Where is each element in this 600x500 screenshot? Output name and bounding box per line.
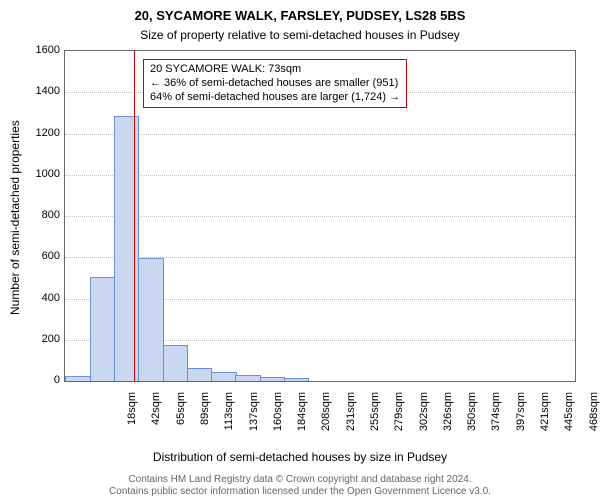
y-tick-label: 1600 xyxy=(20,44,60,56)
x-tick-label: 113sqm xyxy=(223,392,235,452)
footnotes: Contains HM Land Registry data © Crown c… xyxy=(0,474,600,498)
annotation-box: 20 SYCAMORE WALK: 73sqm← 36% of semi-det… xyxy=(143,59,407,108)
footnote-2: Contains public sector information licen… xyxy=(0,486,600,498)
annotation-line-1: 20 SYCAMORE WALK: 73sqm xyxy=(150,63,400,77)
x-tick-label: 42sqm xyxy=(150,392,162,452)
x-tick-label: 326sqm xyxy=(442,392,454,452)
footnote-1: Contains HM Land Registry data © Crown c… xyxy=(0,474,600,486)
histogram-bar xyxy=(284,378,309,381)
histogram-bar xyxy=(187,368,212,381)
x-tick-label: 184sqm xyxy=(296,392,308,452)
histogram-bar xyxy=(211,372,236,381)
x-tick-label: 302sqm xyxy=(418,392,430,452)
y-tick-label: 400 xyxy=(20,292,60,304)
x-tick-label: 279sqm xyxy=(393,392,405,452)
gridline xyxy=(65,175,575,176)
chart-subtitle: Size of property relative to semi-detach… xyxy=(0,28,600,42)
histogram-bar xyxy=(163,345,188,381)
histogram-bar xyxy=(90,277,115,381)
chart-title: 20, SYCAMORE WALK, FARSLEY, PUDSEY, LS28… xyxy=(0,8,600,23)
annotation-line-3: 64% of semi-detached houses are larger (… xyxy=(150,91,400,105)
y-tick-label: 0 xyxy=(20,374,60,386)
annotation-line-2: ← 36% of semi-detached houses are smalle… xyxy=(150,77,400,91)
x-tick-label: 89sqm xyxy=(199,392,211,452)
histogram-bar xyxy=(65,376,90,381)
x-tick-label: 374sqm xyxy=(490,392,502,452)
y-tick-label: 1000 xyxy=(20,168,60,180)
x-axis-label: Distribution of semi-detached houses by … xyxy=(0,450,600,464)
y-tick-label: 200 xyxy=(20,333,60,345)
x-tick-label: 231sqm xyxy=(345,392,357,452)
x-tick-label: 208sqm xyxy=(320,392,332,452)
x-tick-label: 350sqm xyxy=(466,392,478,452)
x-tick-label: 468sqm xyxy=(588,392,600,452)
histogram-bar xyxy=(260,377,285,381)
x-tick-label: 65sqm xyxy=(175,392,187,452)
plot-area: 20 SYCAMORE WALK: 73sqm← 36% of semi-det… xyxy=(64,50,576,382)
histogram-bar xyxy=(235,375,260,381)
x-tick-label: 397sqm xyxy=(515,392,527,452)
x-tick-label: 421sqm xyxy=(539,392,551,452)
gridline xyxy=(65,134,575,135)
x-tick-label: 18sqm xyxy=(126,392,138,452)
y-tick-label: 1200 xyxy=(20,127,60,139)
property-marker-line xyxy=(134,51,135,381)
gridline xyxy=(65,216,575,217)
x-tick-label: 445sqm xyxy=(563,392,575,452)
y-tick-label: 1400 xyxy=(20,85,60,97)
y-tick-label: 800 xyxy=(20,209,60,221)
x-tick-label: 255sqm xyxy=(369,392,381,452)
x-tick-label: 160sqm xyxy=(272,392,284,452)
x-tick-label: 137sqm xyxy=(248,392,260,452)
histogram-bar xyxy=(114,116,139,381)
histogram-bar xyxy=(138,258,163,381)
y-tick-label: 600 xyxy=(20,250,60,262)
